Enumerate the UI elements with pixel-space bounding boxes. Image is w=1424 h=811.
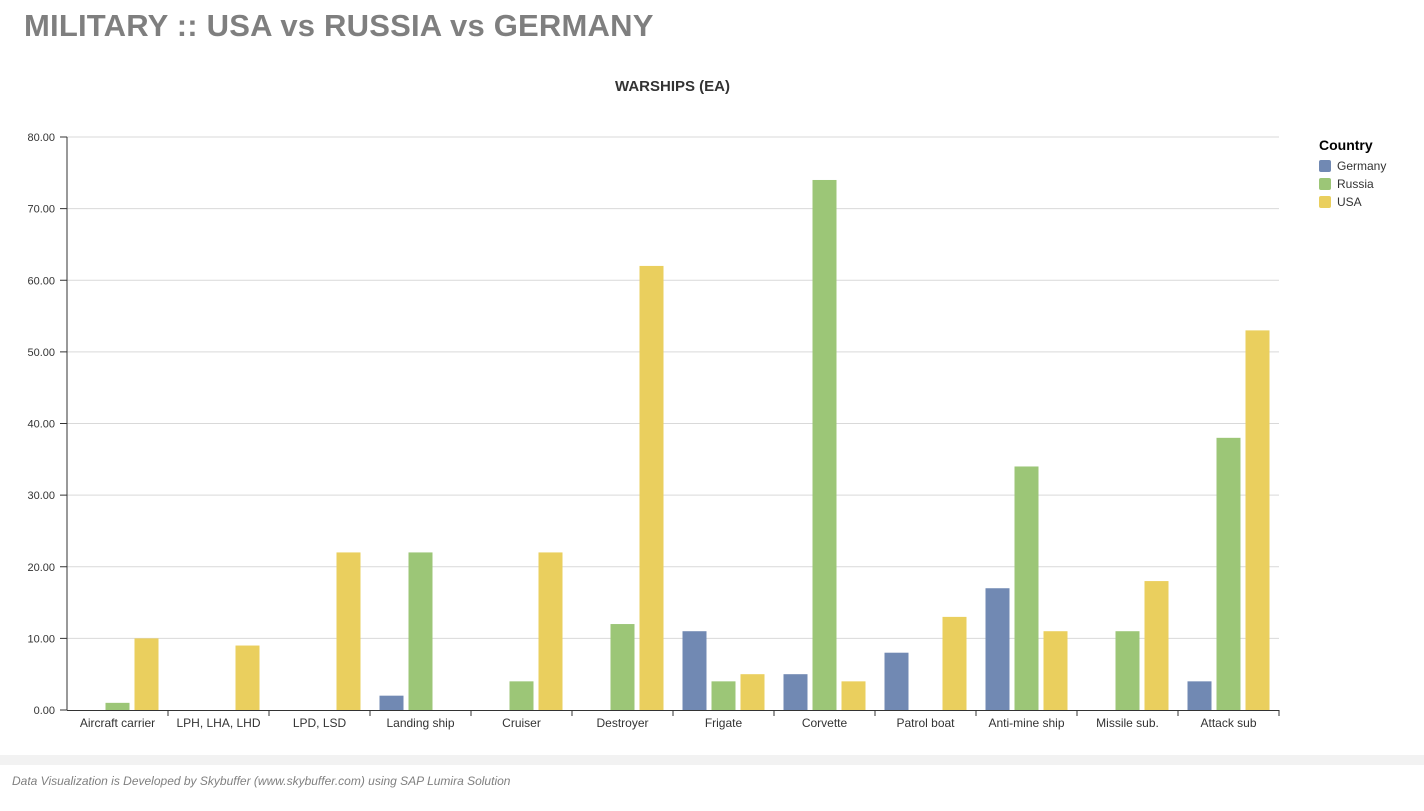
page-title: MILITARY :: USA vs RUSSIA vs GERMANY [24,8,654,43]
bar [538,552,563,710]
y-tick-label: 80.00 [27,132,55,144]
bar [985,588,1010,710]
bar [884,652,909,710]
bar [235,645,260,710]
x-tick-label: Corvette [802,716,848,730]
x-tick-label: Landing ship [386,716,454,730]
y-tick-label: 60.00 [27,275,55,287]
bar [942,616,967,710]
bar [1245,330,1270,710]
bar [1144,581,1169,710]
bar [408,552,433,710]
footer-credit: Data Visualization is Developed by Skybu… [12,774,511,788]
x-tick-label: LPD, LSD [293,716,347,730]
bar [134,638,159,710]
bar [740,674,765,710]
bar [639,265,664,710]
bar [783,674,808,710]
legend-label: Russia [1337,177,1374,191]
bar [1187,681,1212,710]
x-tick-label: Frigate [705,716,743,730]
y-tick-label: 10.00 [27,633,55,645]
x-tick-label: Cruiser [502,716,541,730]
y-tick-label: 0.00 [34,705,55,717]
legend-swatch [1319,196,1331,208]
bar [682,631,707,710]
bar [812,179,837,711]
x-tick-label: Destroyer [596,716,648,730]
gridlines [67,136,1279,639]
bar [105,702,130,710]
bar [336,552,361,710]
legend-label: Germany [1337,159,1387,173]
x-tick-label: LPH, LHA, LHD [176,716,260,730]
x-tick-label: Attack sub [1200,716,1256,730]
x-tick-label: Anti-mine ship [988,716,1064,730]
legend-item: USA [1319,193,1386,211]
legend-label: USA [1337,195,1362,209]
legend-swatch [1319,160,1331,172]
chart-title: WARSHIPS (EA) [614,78,730,95]
legend-item: Russia [1319,175,1386,193]
y-tick-label: 30.00 [27,490,55,502]
y-tick-label: 50.00 [27,347,55,359]
legend-title: Country [1319,137,1373,153]
x-tick-label: Aircraft carrier [80,716,155,730]
bar [379,695,404,710]
y-tick-label: 70.00 [27,204,55,216]
y-tick-label: 40.00 [27,419,55,431]
bar [1115,631,1140,710]
legend-item: Germany [1319,157,1386,175]
bar [1216,437,1241,710]
bar-chart: 0.00 10.00 20.00 30.00 40.00 50.00 60.00 70.00 8… [27,132,1280,730]
x-tick-label: Missile sub. [1096,716,1159,730]
axes: 0.00 10.00 20.00 30.00 40.00 50.00 60.00 70.00 8… [27,132,1280,730]
legend-swatch [1319,178,1331,190]
bar [1043,631,1068,710]
bar [711,681,736,710]
bar [1014,466,1039,710]
bar [841,681,866,710]
bars [105,179,1270,711]
footer-band [0,755,1424,765]
bar [509,681,534,710]
legend: Country Germany Russia USA [1319,137,1386,211]
bar [610,624,635,710]
y-tick-label: 20.00 [27,562,55,574]
x-tick-label: Patrol boat [896,716,955,730]
